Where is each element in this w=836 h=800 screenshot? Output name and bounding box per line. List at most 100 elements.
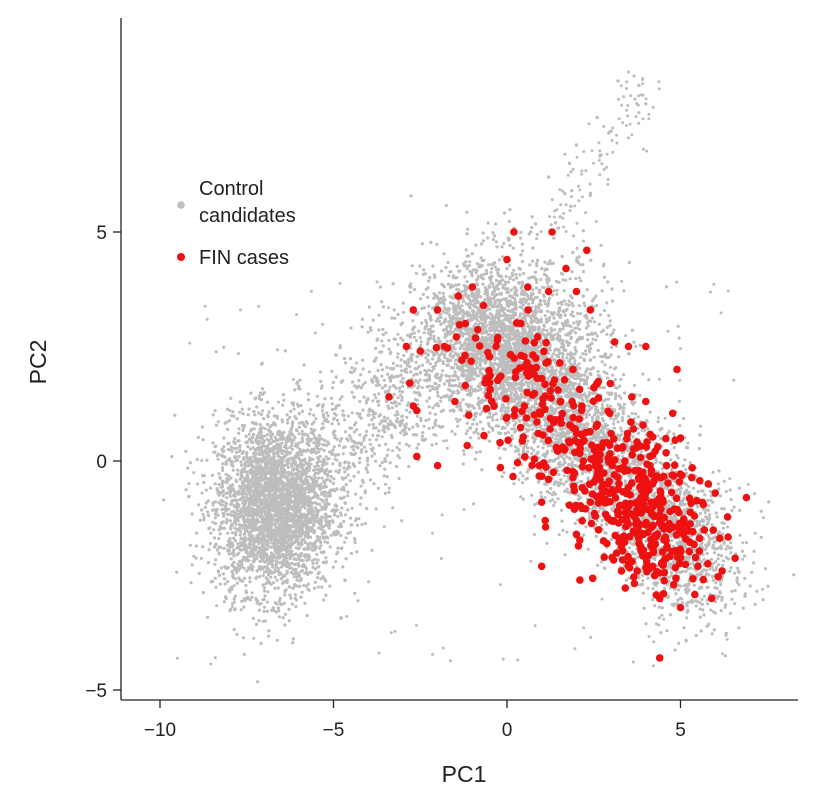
- control-point: [235, 570, 239, 575]
- control-point: [736, 566, 740, 570]
- control-point: [297, 384, 301, 388]
- control-point: [337, 403, 341, 407]
- control-point: [228, 590, 232, 594]
- control-point: [313, 541, 317, 545]
- control-point: [276, 606, 280, 610]
- control-point: [261, 619, 265, 623]
- control-point: [376, 486, 380, 490]
- control-point: [317, 526, 321, 530]
- control-point: [269, 432, 273, 436]
- control-point: [285, 519, 289, 523]
- control-point: [349, 523, 353, 527]
- control-point: [322, 525, 326, 529]
- control-point: [257, 411, 261, 415]
- control-point: [227, 552, 231, 556]
- control-point: [302, 433, 306, 437]
- control-point: [300, 495, 304, 499]
- control-point: [422, 331, 426, 335]
- control-point: [228, 519, 232, 523]
- control-point: [266, 528, 270, 532]
- control-point: [271, 606, 275, 610]
- control-point: [265, 553, 269, 558]
- control-point: [249, 457, 253, 461]
- control-point: [274, 500, 279, 504]
- control-point: [234, 450, 239, 455]
- control-point: [259, 428, 263, 432]
- control-point: [218, 525, 222, 529]
- control-point: [408, 290, 412, 294]
- control-point: [310, 451, 314, 455]
- control-point: [300, 590, 304, 594]
- control-point: [316, 484, 320, 488]
- control-point: [234, 533, 238, 537]
- control-point: [259, 398, 264, 402]
- control-point: [267, 634, 271, 638]
- control-point: [372, 426, 376, 430]
- control-point: [474, 427, 479, 431]
- control-point: [277, 503, 281, 507]
- control-point: [213, 558, 218, 562]
- control-point: [262, 548, 266, 552]
- control-point: [326, 541, 330, 545]
- control-point: [431, 357, 435, 361]
- control-point: [237, 455, 241, 459]
- control-point: [275, 442, 279, 446]
- control-point: [229, 396, 233, 400]
- control-point: [239, 460, 243, 464]
- control-point: [285, 550, 289, 554]
- control-point: [289, 566, 293, 570]
- control-point: [269, 529, 273, 534]
- control-point: [236, 542, 240, 546]
- control-point: [347, 464, 351, 468]
- control-point: [266, 452, 270, 456]
- control-point: [367, 370, 371, 374]
- control-point: [377, 313, 381, 317]
- control-point: [236, 472, 240, 476]
- control-point: [293, 460, 298, 464]
- control-point: [374, 438, 379, 442]
- control-point: [249, 563, 253, 567]
- control-point: [426, 348, 430, 352]
- control-point: [352, 474, 356, 478]
- control-point: [280, 441, 284, 445]
- control-point: [236, 439, 240, 443]
- control-point: [316, 558, 320, 562]
- control-point: [266, 415, 270, 419]
- control-point: [363, 445, 367, 449]
- control-point: [260, 449, 264, 453]
- control-point: [321, 414, 325, 418]
- control-point: [281, 562, 285, 566]
- control-point: [339, 616, 343, 620]
- control-point: [321, 322, 325, 326]
- control-point: [244, 589, 248, 593]
- control-point: [272, 414, 276, 418]
- control-point: [268, 534, 272, 538]
- control-point: [487, 439, 492, 443]
- control-point: [257, 602, 261, 606]
- control-point: [386, 372, 390, 376]
- control-point: [307, 527, 311, 531]
- control-point: [235, 632, 239, 637]
- control-point: [338, 462, 342, 466]
- control-point: [340, 506, 344, 510]
- control-point: [295, 451, 299, 455]
- control-point: [311, 457, 315, 461]
- control-point: [402, 433, 406, 437]
- control-point: [310, 447, 314, 451]
- control-point: [228, 494, 232, 499]
- control-point: [217, 472, 221, 476]
- control-point: [286, 421, 290, 425]
- control-point: [684, 468, 688, 472]
- control-point: [214, 585, 218, 589]
- control-point: [237, 563, 242, 568]
- control-point: [231, 410, 235, 414]
- control-point: [229, 414, 233, 418]
- control-point: [322, 536, 326, 540]
- control-point: [213, 562, 217, 566]
- control-point: [398, 389, 402, 393]
- control-point: [374, 396, 378, 400]
- control-point: [265, 493, 269, 497]
- control-point: [396, 312, 400, 317]
- control-point: [283, 623, 287, 627]
